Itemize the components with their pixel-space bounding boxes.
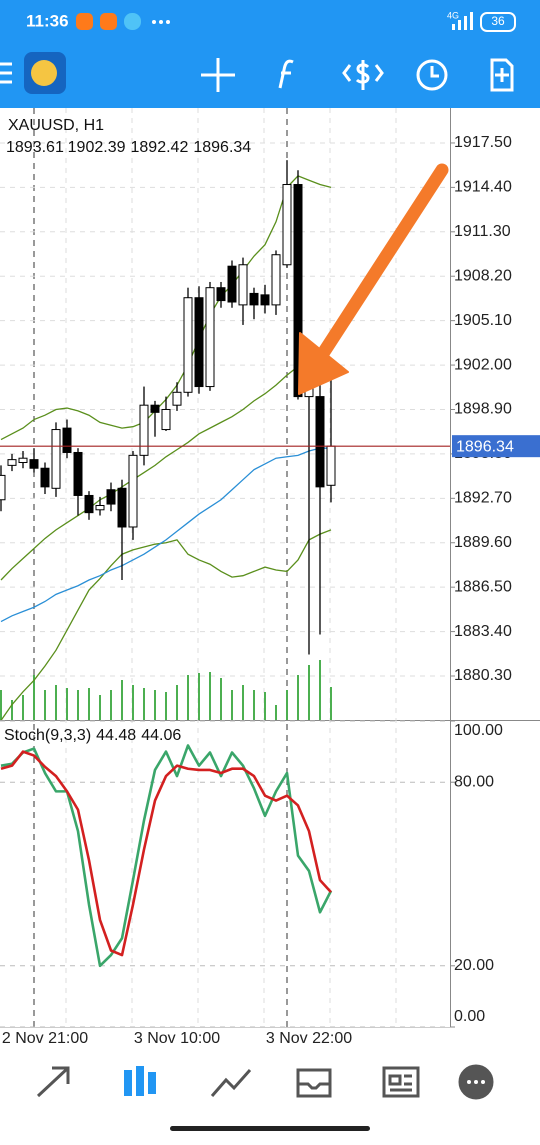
- candle-body: [315, 396, 325, 488]
- crosshair-button[interactable]: [201, 58, 235, 92]
- stoch-plot: [0, 720, 450, 1027]
- menu-button[interactable]: [0, 62, 12, 84]
- close-value: 1896.34: [193, 139, 251, 156]
- status-time: 11:36: [26, 11, 69, 30]
- candle-body: [194, 297, 204, 388]
- y-tick-label: 0.00: [454, 1008, 485, 1025]
- period-separators: [33, 108, 288, 1027]
- nav-history[interactable]: [296, 1068, 332, 1098]
- candle-body: [172, 391, 182, 406]
- stoch-d-value: 44.06: [141, 727, 181, 744]
- nav-news[interactable]: [382, 1066, 420, 1098]
- candle-body: [238, 264, 248, 306]
- y-tick-label: 1880.30: [454, 667, 512, 684]
- stoch-k-value: 44.48: [96, 727, 136, 744]
- symbol-title: XAUUSD, H1: [8, 117, 104, 134]
- candle-body: [106, 489, 116, 505]
- y-tick-label: 1898.90: [454, 401, 512, 418]
- stoch-line: [0, 744, 333, 968]
- y-tick-label: 100.00: [454, 722, 503, 739]
- y-tick-label: 1914.40: [454, 179, 512, 196]
- candle-body: [260, 294, 270, 306]
- chat-dots: [467, 1080, 485, 1084]
- stoch-title: Stoch(9,3,3): [4, 727, 91, 744]
- candle-body: [40, 467, 50, 488]
- y-tick-label: 1902.00: [454, 356, 512, 373]
- y-tick-label: 1889.60: [454, 534, 512, 551]
- candle-body: [128, 454, 138, 528]
- annotation-arrow: [298, 163, 449, 395]
- indicator-line: [0, 358, 332, 581]
- main-plot: [0, 142, 450, 720]
- y-tick-label: 1908.20: [454, 267, 512, 284]
- candle-body: [62, 427, 72, 453]
- y-tick-label: 1905.10: [454, 312, 512, 329]
- new-order-button[interactable]: [490, 58, 514, 92]
- price-tag-label: 1896.34: [456, 438, 514, 455]
- candle-body: [29, 459, 39, 469]
- candle-body: [271, 254, 281, 306]
- y-tick-label: 1911.30: [454, 223, 511, 240]
- candle-body: [282, 184, 292, 266]
- candle-body: [84, 494, 94, 514]
- nav-quotes[interactable]: [36, 1066, 70, 1098]
- candle-body: [326, 445, 336, 486]
- nav-chart[interactable]: [124, 1066, 156, 1096]
- app-logo-mark: [31, 60, 57, 86]
- stoch-header: Stoch(9,3,3) 44.48 44.06: [4, 727, 181, 744]
- ohlc-readout: 1893.61 1902.39 1892.42 1896.34: [6, 139, 251, 156]
- x-tick-label: 3 Nov 22:00: [266, 1030, 352, 1047]
- candle-body: [216, 287, 226, 302]
- trade-button[interactable]: [342, 60, 384, 90]
- candle-body: [161, 408, 171, 431]
- y-tick-label: 1886.50: [454, 578, 512, 595]
- price-tag: [452, 435, 540, 458]
- candle-body: [7, 459, 17, 466]
- x-tick-label: 2 Nov 21:00: [2, 1030, 88, 1047]
- low-value: 1892.42: [131, 139, 189, 156]
- candle-body: [73, 451, 83, 496]
- nav-trade[interactable]: [210, 1069, 252, 1097]
- y-tick-label: 1917.50: [454, 134, 512, 151]
- candle-body: [293, 184, 303, 398]
- x-tick-label: 3 Nov 10:00: [134, 1030, 220, 1047]
- candle-body: [95, 504, 105, 511]
- candle-body: [249, 292, 259, 306]
- y-tick-label: 80.00: [454, 773, 494, 790]
- candle-body: [139, 404, 149, 456]
- candle-body: [117, 487, 127, 528]
- candle-body: [205, 287, 215, 388]
- battery-level: 36: [491, 14, 505, 28]
- indicator-line: [0, 447, 331, 623]
- candle-body: [150, 404, 160, 413]
- candle-body: [227, 265, 237, 303]
- high-value: 1902.39: [68, 139, 126, 156]
- home-indicator: [170, 1126, 370, 1131]
- indicators-button[interactable]: [278, 59, 294, 89]
- y-tick-label: 20.00: [454, 957, 494, 974]
- candle-body: [51, 429, 61, 489]
- status-icons: [76, 12, 516, 32]
- candle-body: [0, 474, 6, 501]
- bottom-nav: [36, 1064, 494, 1100]
- candle-body: [183, 297, 193, 393]
- stoch-line: [0, 750, 332, 957]
- y-tick-label: 1892.70: [454, 490, 512, 507]
- vertical-grid: [65, 108, 397, 1027]
- candle-body: [18, 457, 28, 464]
- period-button[interactable]: [416, 59, 448, 91]
- axes: 1917.50 1914.40 1911.30 1908.20 1905.10 1902.…: [2, 134, 540, 1047]
- y-tick-label: 1883.40: [454, 623, 512, 640]
- network-type: 4G: [447, 10, 459, 20]
- indicator-line: [0, 529, 332, 720]
- open-value: 1893.61: [6, 139, 64, 156]
